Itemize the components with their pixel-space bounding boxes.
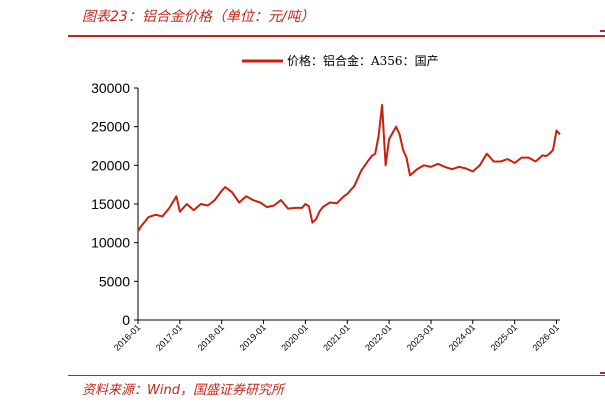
corner-mark-top [600,30,605,32]
y-tick-label: 0 [122,312,130,328]
legend: 价格：铝合金：A356：国产 [242,53,439,68]
y-axis: 0 5000 10000 15000 20000 25000 30000 [91,80,139,328]
source-note: 资料来源：Wind，国盛证券研究所 [82,383,284,398]
figure-title: 图表23：铝合金价格（单位：元/吨） [82,9,315,25]
y-tick-label: 20000 [91,157,130,173]
x-tick-label: 2019-01 [238,322,268,352]
x-tick-label: 2024-01 [447,322,477,352]
x-tick-label: 2026-01 [530,322,560,352]
x-tick-label: 2025-01 [489,322,519,352]
x-tick-label: 2020-01 [279,322,309,352]
title-divider [68,35,605,37]
x-tick-label: 2018-01 [196,322,226,352]
x-axis: 2016-01 2017-01 2018-01 2019-01 2020-01 2021-… [112,319,561,353]
series-line-0 [137,104,561,232]
footer-divider [68,375,605,376]
x-tick-label: 2022-01 [363,322,393,352]
y-tick-label: 25000 [91,119,130,135]
y-tick-label: 15000 [91,196,130,212]
plot-area [137,104,561,232]
x-tick-label: 2023-01 [405,322,435,352]
x-tick-label: 2017-01 [154,322,184,352]
corner-mark-bottom [600,372,605,374]
y-tick-label: 30000 [91,80,130,96]
x-tick-label: 2021-01 [321,322,351,352]
y-tick-label: 5000 [99,273,130,289]
y-tick-label: 10000 [91,235,130,251]
legend-label: 价格：铝合金：A356：国产 [287,53,439,68]
